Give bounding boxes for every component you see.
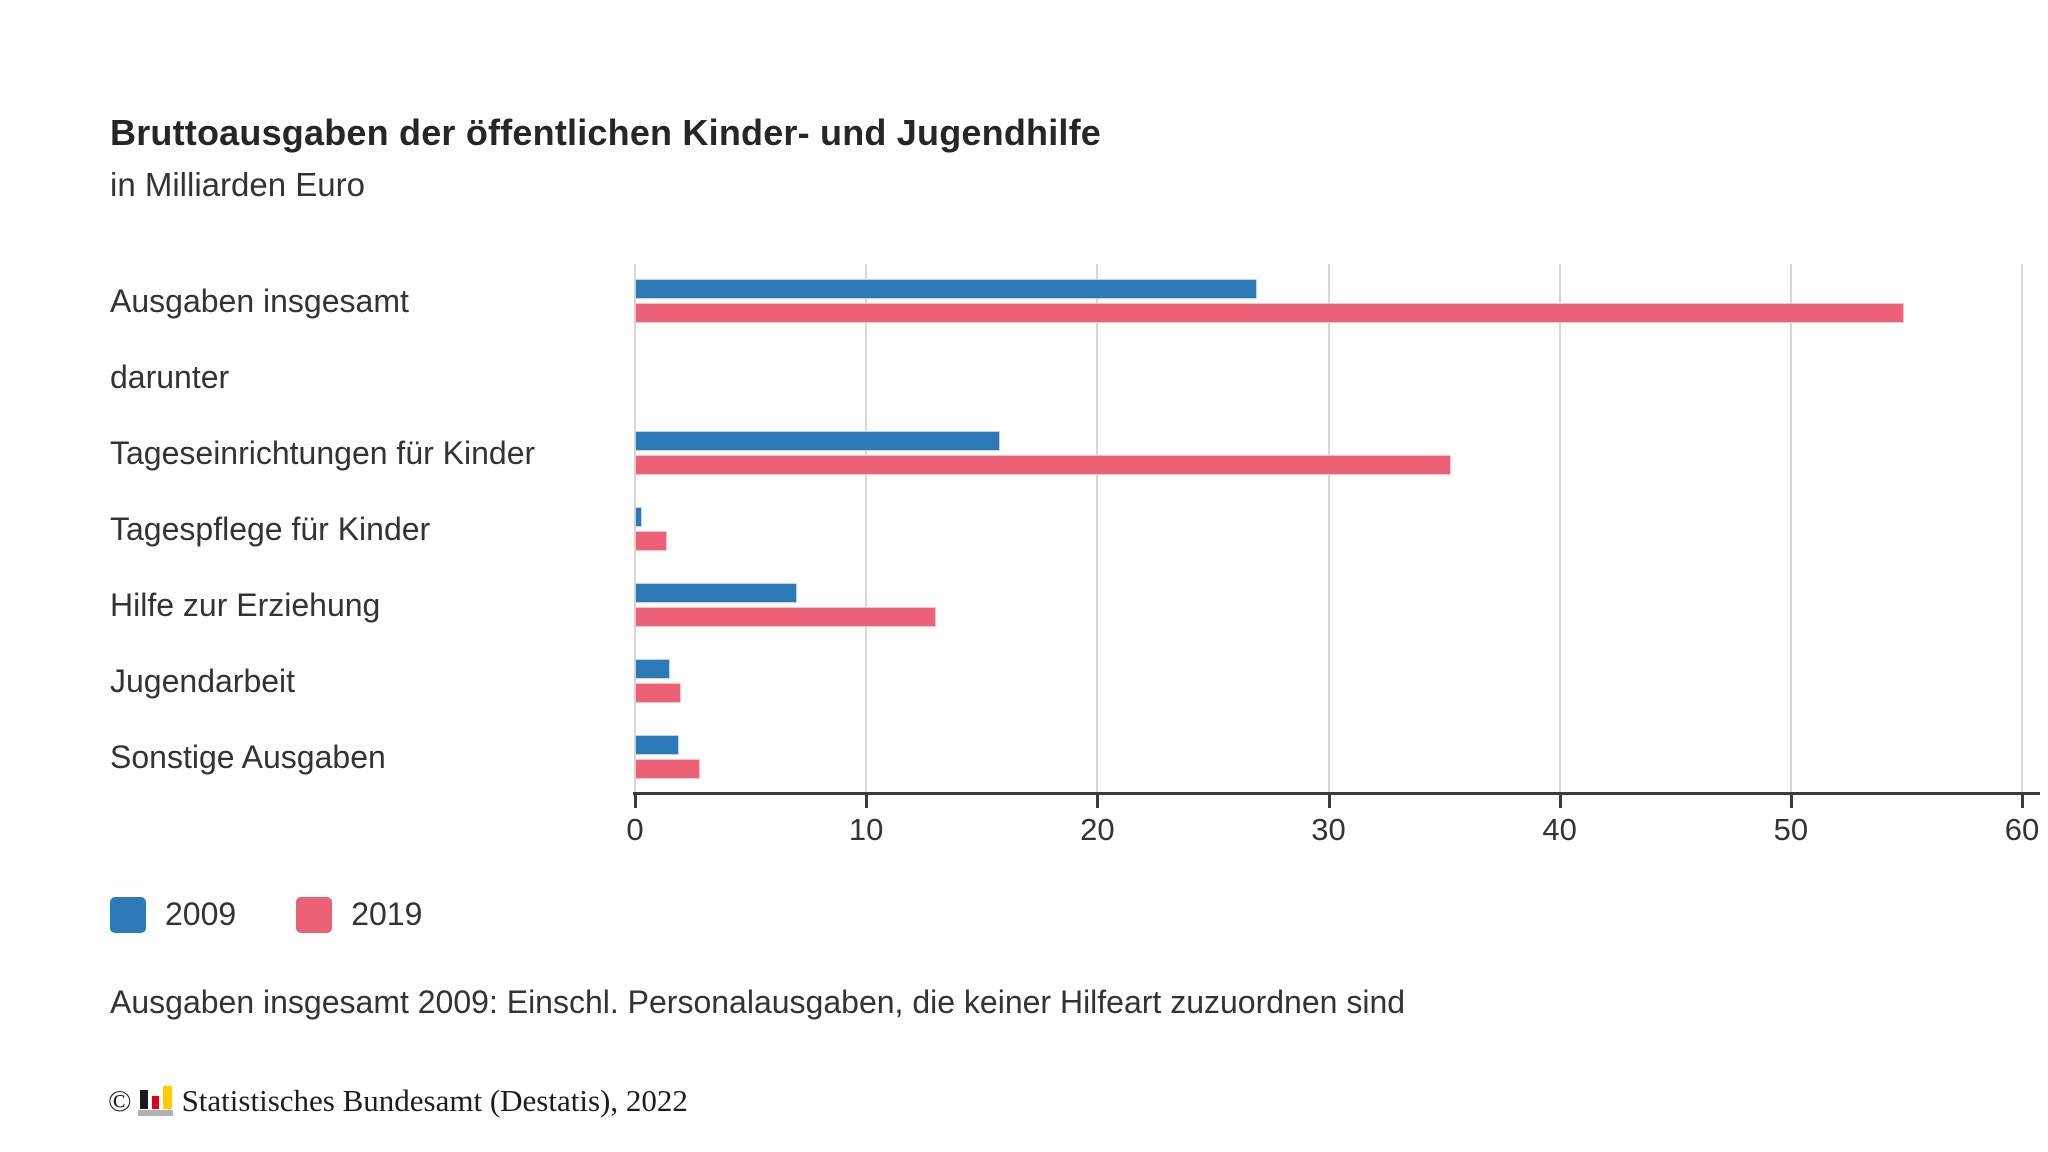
gridline-20 — [1096, 264, 1099, 793]
copyright-symbol: © — [108, 1083, 132, 1118]
bar-row-hilfe-zur-erziehung — [635, 567, 2022, 643]
legend-item-2019[interactable]: 2019 — [296, 896, 422, 933]
x-tick-40 — [1558, 795, 1562, 808]
footnote-text: Ausgaben insgesamt 2009: Einschl. Person… — [110, 984, 1406, 1020]
bar-2009-sonstige-ausgaben[interactable] — [635, 735, 679, 755]
x-tick-label-60: 60 — [2004, 812, 2040, 847]
bar-row-ausgaben-insgesamt — [635, 263, 2022, 339]
x-tick-label-20: 20 — [1080, 812, 1115, 847]
x-axis-line — [633, 792, 2040, 795]
x-tick-60 — [2021, 795, 2024, 808]
bar-2009-ausgaben-insgesamt[interactable] — [635, 279, 1257, 299]
category-label-hilfe-zur-erziehung: Hilfe zur Erziehung — [110, 586, 381, 623]
bar-2019-ausgaben-insgesamt[interactable] — [635, 303, 1905, 323]
bar-2019-jugendarbeit[interactable] — [635, 683, 682, 703]
copyright-line: © Statistisches Bundesamt (Destatis), 202… — [108, 1082, 688, 1119]
bar-2009-jugendarbeit[interactable] — [635, 659, 670, 679]
x-tick-20 — [1096, 795, 1100, 808]
category-axis-labels: Ausgaben insgesamt darunter Tageseinrichtu… — [110, 263, 620, 795]
category-label-darunter: darunter — [110, 358, 230, 395]
bar-2009-tagespflege-fuer-kinder[interactable] — [635, 507, 642, 527]
destatis-logo-icon — [137, 1082, 174, 1116]
x-tick-label-40: 40 — [1542, 812, 1577, 847]
legend-item-2009[interactable]: 2009 — [110, 896, 236, 933]
x-tick-0 — [634, 795, 637, 808]
x-tick-label-0: 0 — [626, 812, 644, 847]
x-tick-50 — [1789, 795, 1793, 808]
category-label-tagespflege-fuer-kinder: Tagespflege für Kinder — [110, 510, 431, 547]
bar-2009-tageseinrichtungen-fuer-kinder[interactable] — [635, 431, 1001, 451]
x-tick-label-50: 50 — [1773, 812, 1809, 847]
bar-2009-hilfe-zur-erziehung[interactable] — [635, 583, 797, 603]
gridline-50 — [1789, 264, 1792, 793]
logo-base-gray — [137, 1110, 173, 1116]
gridline-10 — [865, 264, 868, 793]
x-tick-10 — [865, 795, 869, 808]
copyright-text: Statistisches Bundesamt (Destatis), 2022 — [181, 1083, 688, 1118]
legend-label-2009: 2009 — [165, 896, 237, 932]
x-axis-ticks — [634, 795, 2024, 809]
bar-row-sonstige-ausgaben — [635, 719, 2022, 795]
category-label-sonstige-ausgaben: Sonstige Ausgaben — [110, 738, 386, 775]
logo-bar-black — [139, 1090, 148, 1109]
gridline-60 — [2021, 264, 2023, 793]
category-label-ausgaben-insgesamt: Ausgaben insgesamt — [110, 282, 409, 319]
category-label-jugendarbeit: Jugendarbeit — [110, 662, 296, 699]
chart-subtitle: in Milliarden Euro — [110, 166, 365, 203]
bar-2019-tageseinrichtungen-fuer-kinder[interactable] — [635, 455, 1452, 475]
legend-label-2019: 2019 — [351, 896, 423, 932]
gridline-0 — [634, 264, 636, 793]
category-label-tageseinrichtungen-fuer-kinder: Tageseinrichtungen für Kinder — [110, 434, 536, 471]
x-tick-label-10: 10 — [848, 812, 884, 847]
bar-2019-hilfe-zur-erziehung[interactable] — [635, 607, 936, 627]
bar-row-tagespflege-fuer-kinder — [635, 491, 2022, 567]
x-tick-30 — [1327, 795, 1331, 808]
chart-title: Bruttoausgaben der öffentlichen Kinder- … — [110, 112, 1102, 153]
bar-row-darunter — [635, 339, 2022, 415]
bar-row-tageseinrichtungen-fuer-kinder — [635, 415, 2022, 491]
bar-2019-tagespflege-fuer-kinder[interactable] — [635, 531, 668, 551]
x-tick-label-30: 30 — [1311, 812, 1346, 847]
bar-rows — [635, 263, 2022, 795]
gridline-30 — [1327, 264, 1330, 793]
bar-row-jugendarbeit — [635, 643, 2022, 719]
legend-swatch-2009 — [110, 896, 146, 933]
bar-2019-sonstige-ausgaben[interactable] — [635, 759, 700, 779]
legend: 2009 2019 — [110, 896, 422, 933]
plot-area — [634, 263, 2023, 795]
logo-bar-gold — [162, 1086, 172, 1109]
x-axis-tick-labels: 0 10 20 30 40 50 60 — [626, 812, 2039, 852]
logo-bar-red — [151, 1096, 159, 1109]
legend-swatch-2019 — [296, 896, 333, 933]
gridline-40 — [1558, 264, 1561, 793]
